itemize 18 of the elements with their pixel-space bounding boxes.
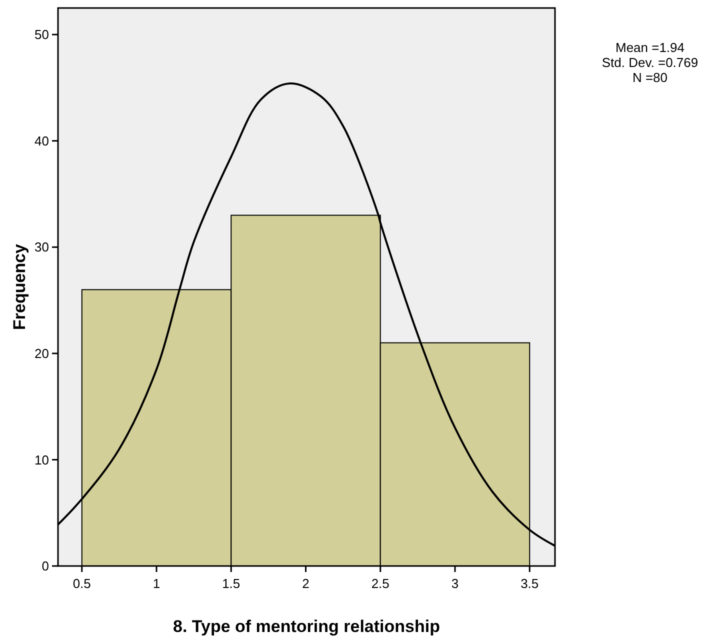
x-tick-label: 1.5 [222, 576, 240, 591]
x-axis-title: 8. Type of mentoring relationship [173, 617, 440, 636]
y-tick-label: 40 [34, 133, 49, 148]
text: Mean =1.94 [615, 40, 685, 55]
y-axis-title: Frequency [10, 243, 29, 330]
x-tick-label: 2.5 [371, 576, 390, 591]
y-tick-label: 30 [34, 240, 49, 255]
x-tick-label: 1 [152, 576, 160, 591]
text: N =80 [632, 70, 668, 85]
x-tick-label: 3 [451, 576, 459, 591]
x-tick-label: 2 [302, 576, 310, 591]
x-tick-label: 0.5 [72, 576, 91, 591]
text: Std. Dev. =0.769 [602, 55, 698, 70]
y-tick-label: 20 [34, 346, 49, 361]
y-tick-label: 0 [42, 558, 49, 574]
x-tick-label: 3.5 [520, 576, 539, 591]
y-tick-label: 10 [34, 452, 49, 468]
y-tick-label: 50 [34, 27, 49, 42]
